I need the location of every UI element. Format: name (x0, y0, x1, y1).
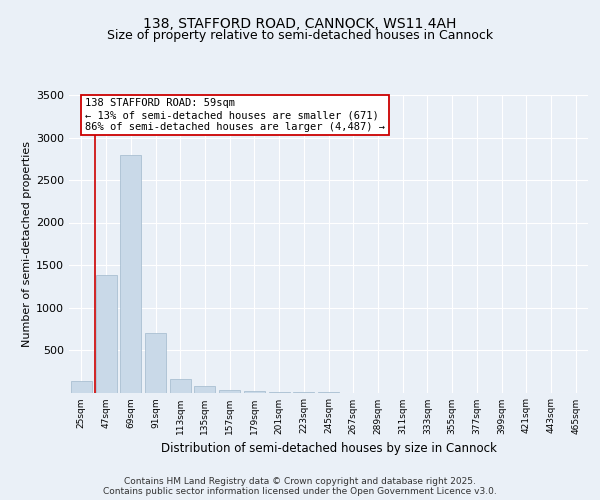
Bar (145, 333, 166, 392)
Text: 138 STAFFORD ROAD: 59sqm
← 13% of semi-detached houses are smaller (671)
86% of : 138 STAFFORD ROAD: 59sqm ← 13% of semi-d… (85, 98, 385, 132)
Text: Size of property relative to semi-detached houses in Cannock: Size of property relative to semi-detach… (107, 29, 493, 42)
Bar (71, 382, 92, 392)
Bar (95, 275, 116, 392)
X-axis label: Distribution of semi-detached houses by size in Cannock: Distribution of semi-detached houses by … (161, 442, 496, 455)
Bar (244, 391, 265, 392)
Text: Contains HM Land Registry data © Crown copyright and database right 2025.
Contai: Contains HM Land Registry data © Crown c… (103, 476, 497, 496)
Bar (219, 390, 240, 392)
Bar (194, 386, 215, 392)
Bar (120, 154, 141, 392)
Bar (170, 379, 191, 392)
Text: 138, STAFFORD ROAD, CANNOCK, WS11 4AH: 138, STAFFORD ROAD, CANNOCK, WS11 4AH (143, 18, 457, 32)
Y-axis label: Number of semi-detached properties: Number of semi-detached properties (22, 141, 32, 347)
